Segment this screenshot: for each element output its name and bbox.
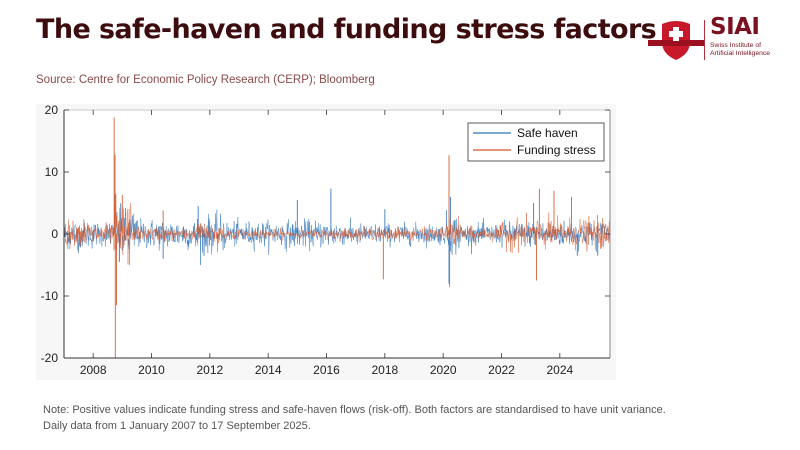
x-tick-label: 2016 xyxy=(313,363,340,377)
x-tick-label: 2024 xyxy=(546,363,573,377)
logo-subtitle-line2: Artificial Intelligence xyxy=(710,49,771,57)
logo-subtitle: Swiss Institute of Artificial Intelligen… xyxy=(710,42,770,57)
note-line-1: Note: Positive values indicate funding s… xyxy=(43,404,666,416)
chart-svg: 2008 2010 2012 2014 2016 2018 2020 2022 2024-20-… xyxy=(41,103,611,377)
logo-divider xyxy=(704,20,705,60)
series-line-safe-haven xyxy=(63,203,611,266)
logo-subtitle-line1: Swiss Institute of xyxy=(710,42,761,49)
chart-container: 2008 2010 2012 2014 2016 2018 2020 2022 2024 -20-… xyxy=(36,103,616,380)
shield-icon xyxy=(648,21,704,60)
x-tick-label: 2008 xyxy=(80,363,107,377)
x-tick-label: 2012 xyxy=(196,363,223,377)
legend: Safe haven Funding stress xyxy=(467,122,605,162)
legend-label-funding-stress: Funding stress xyxy=(517,143,596,157)
axes-layer: 2008 2010 2012 2014 2016 2018 2020 2022 2024-20-… xyxy=(41,103,611,377)
chart-note: Note: Positive values indicate funding s… xyxy=(43,402,666,434)
legend-box xyxy=(467,122,605,162)
x-tick-label: 2010 xyxy=(138,363,165,377)
x-tick-label: 2018 xyxy=(371,363,398,377)
y-tick-label: -10 xyxy=(41,289,59,303)
logo-name: SIAI xyxy=(710,14,760,40)
y-tick-label: 10 xyxy=(45,165,59,179)
y-tick-label: -20 xyxy=(41,351,59,365)
y-tick-label: 20 xyxy=(45,104,59,117)
x-tick-label: 2022 xyxy=(488,363,515,377)
page-title: The safe-haven and funding stress factor… xyxy=(36,14,657,45)
note-line-2: Daily data from 1 January 2007 to 17 Sep… xyxy=(43,420,311,432)
legend-label-safe-haven: Safe haven xyxy=(517,126,578,140)
siai-logo: SIAI Swiss Institute of Artificial Intel… xyxy=(648,14,770,62)
y-tick-label: 0 xyxy=(51,227,58,241)
x-tick-label: 2014 xyxy=(255,363,282,377)
series-layer xyxy=(63,117,611,358)
series-line-funding-stress xyxy=(63,194,611,265)
x-tick-label: 2020 xyxy=(430,363,457,377)
source-text: Source: Centre for Economic Policy Resea… xyxy=(36,74,375,86)
